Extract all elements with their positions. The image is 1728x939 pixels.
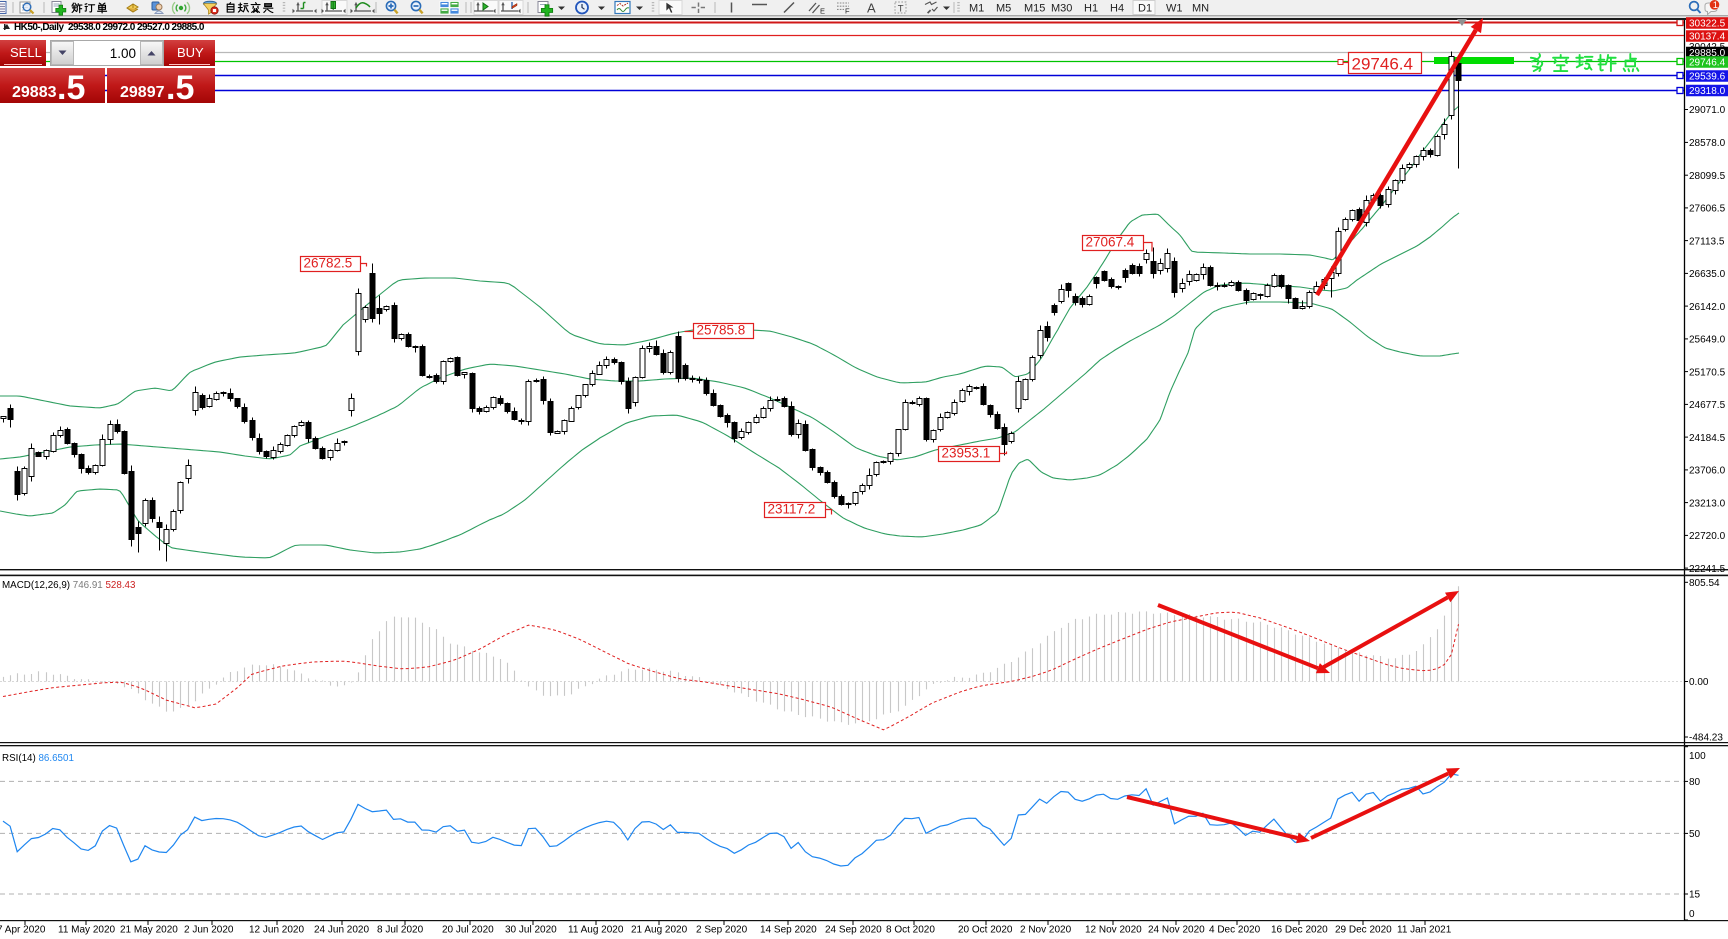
svg-text:30322.5: 30322.5 (1689, 19, 1726, 30)
svg-text:24184.5: 24184.5 (1689, 433, 1726, 444)
svg-text:M30: M30 (1051, 3, 1072, 15)
svg-text:24677.5: 24677.5 (1689, 400, 1726, 411)
svg-text:20 Jul 2020: 20 Jul 2020 (442, 925, 494, 936)
svg-text:21 Aug 2020: 21 Aug 2020 (631, 925, 688, 936)
svg-text:29746.4: 29746.4 (1352, 55, 1413, 74)
svg-text:M5: M5 (996, 3, 1011, 15)
svg-text:23117.2: 23117.2 (768, 502, 816, 517)
svg-text:H1: H1 (1084, 3, 1098, 15)
svg-text:W1: W1 (1166, 3, 1183, 15)
svg-text:SELL: SELL (10, 45, 42, 60)
svg-text:29071.0: 29071.0 (1689, 105, 1726, 116)
svg-text:16 Dec 2020: 16 Dec 2020 (1271, 925, 1328, 936)
svg-text:27113.5: 27113.5 (1689, 236, 1725, 247)
svg-text:T: T (898, 4, 904, 15)
svg-text:12 Jun 2020: 12 Jun 2020 (249, 925, 304, 936)
svg-text:22720.0: 22720.0 (1689, 531, 1726, 542)
svg-text:22241.5: 22241.5 (1689, 564, 1726, 575)
svg-text:805.54: 805.54 (1689, 578, 1720, 589)
svg-text:-484.23: -484.23 (1689, 733, 1723, 744)
svg-text:25785.8: 25785.8 (697, 323, 746, 338)
svg-text:28578.0: 28578.0 (1689, 138, 1726, 149)
svg-text:M1: M1 (969, 3, 984, 15)
svg-text:A: A (867, 1, 876, 16)
svg-text:8 Oct 2020: 8 Oct 2020 (886, 925, 935, 936)
svg-text:8 Jul 2020: 8 Jul 2020 (377, 925, 424, 936)
svg-text:4 Dec 2020: 4 Dec 2020 (1209, 925, 1261, 936)
svg-text:7 Apr 2020: 7 Apr 2020 (0, 925, 46, 936)
svg-text:26142.0: 26142.0 (1689, 302, 1726, 313)
svg-text:27067.4: 27067.4 (1086, 235, 1135, 250)
svg-text:2 Sep 2020: 2 Sep 2020 (696, 925, 748, 936)
svg-text:0: 0 (1689, 909, 1695, 920)
svg-text:15: 15 (1689, 890, 1701, 901)
svg-text:21 May 2020: 21 May 2020 (120, 925, 178, 936)
svg-text:F: F (845, 7, 850, 16)
svg-text:29539.6: 29539.6 (1689, 72, 1726, 83)
svg-text:20 Oct 2020: 20 Oct 2020 (958, 925, 1013, 936)
svg-text:29885.0: 29885.0 (1689, 48, 1726, 59)
svg-text:29883: 29883 (12, 84, 57, 101)
svg-text:14 Sep 2020: 14 Sep 2020 (760, 925, 817, 936)
svg-text:0.00: 0.00 (1689, 677, 1709, 688)
svg-text:30137.4: 30137.4 (1689, 32, 1726, 43)
svg-text:.5: .5 (166, 69, 194, 107)
svg-text:11 May 2020: 11 May 2020 (58, 925, 116, 936)
svg-text:1: 1 (1713, 0, 1718, 11)
svg-text:29 Dec 2020: 29 Dec 2020 (1335, 925, 1392, 936)
svg-text:28099.5: 28099.5 (1689, 171, 1726, 182)
svg-text:HK50-,Daily 29538.0 29972.0 2: HK50-,Daily 29538.0 29972.0 29527.0 2988… (14, 22, 205, 33)
svg-text:29746.4: 29746.4 (1689, 58, 1726, 69)
svg-text:29318.0: 29318.0 (1689, 86, 1726, 97)
svg-text:11 Jan 2021: 11 Jan 2021 (1397, 925, 1452, 936)
svg-text:H4: H4 (1110, 3, 1124, 15)
svg-text:.5: .5 (57, 69, 85, 107)
svg-text:24 Nov 2020: 24 Nov 2020 (1148, 925, 1205, 936)
svg-text:M15: M15 (1024, 3, 1045, 15)
svg-text:25649.0: 25649.0 (1689, 335, 1726, 346)
svg-text:BUY: BUY (177, 45, 204, 60)
svg-text:2 Nov 2020: 2 Nov 2020 (1020, 925, 1072, 936)
svg-text:23953.1: 23953.1 (942, 446, 991, 461)
svg-text:27606.5: 27606.5 (1689, 204, 1726, 215)
svg-text:80: 80 (1689, 777, 1701, 788)
svg-text:24 Sep 2020: 24 Sep 2020 (825, 925, 882, 936)
svg-text:25170.5: 25170.5 (1689, 367, 1726, 378)
svg-text:23213.0: 23213.0 (1689, 498, 1726, 509)
svg-text:2 Jun 2020: 2 Jun 2020 (184, 925, 234, 936)
svg-text:MACD(12,26,9) 746.91 528.43: MACD(12,26,9) 746.91 528.43 (2, 580, 136, 591)
svg-text:12 Nov 2020: 12 Nov 2020 (1085, 925, 1142, 936)
svg-text:MN: MN (1192, 3, 1209, 15)
svg-text:26635.0: 26635.0 (1689, 269, 1726, 280)
svg-text:26782.5: 26782.5 (304, 256, 353, 271)
svg-text:24 Jun 2020: 24 Jun 2020 (314, 925, 369, 936)
svg-text:23706.0: 23706.0 (1689, 466, 1726, 477)
svg-text:100: 100 (1689, 751, 1706, 762)
svg-text:1.00: 1.00 (110, 46, 136, 61)
svg-text:RSI(14) 86.6501: RSI(14) 86.6501 (2, 753, 74, 764)
svg-text:11 Aug 2020: 11 Aug 2020 (568, 925, 624, 936)
svg-text:50: 50 (1689, 829, 1701, 840)
svg-text:E: E (820, 7, 825, 16)
svg-text:D1: D1 (1138, 3, 1152, 15)
svg-text:29897: 29897 (120, 84, 165, 101)
svg-text:30 Jul 2020: 30 Jul 2020 (505, 925, 557, 936)
